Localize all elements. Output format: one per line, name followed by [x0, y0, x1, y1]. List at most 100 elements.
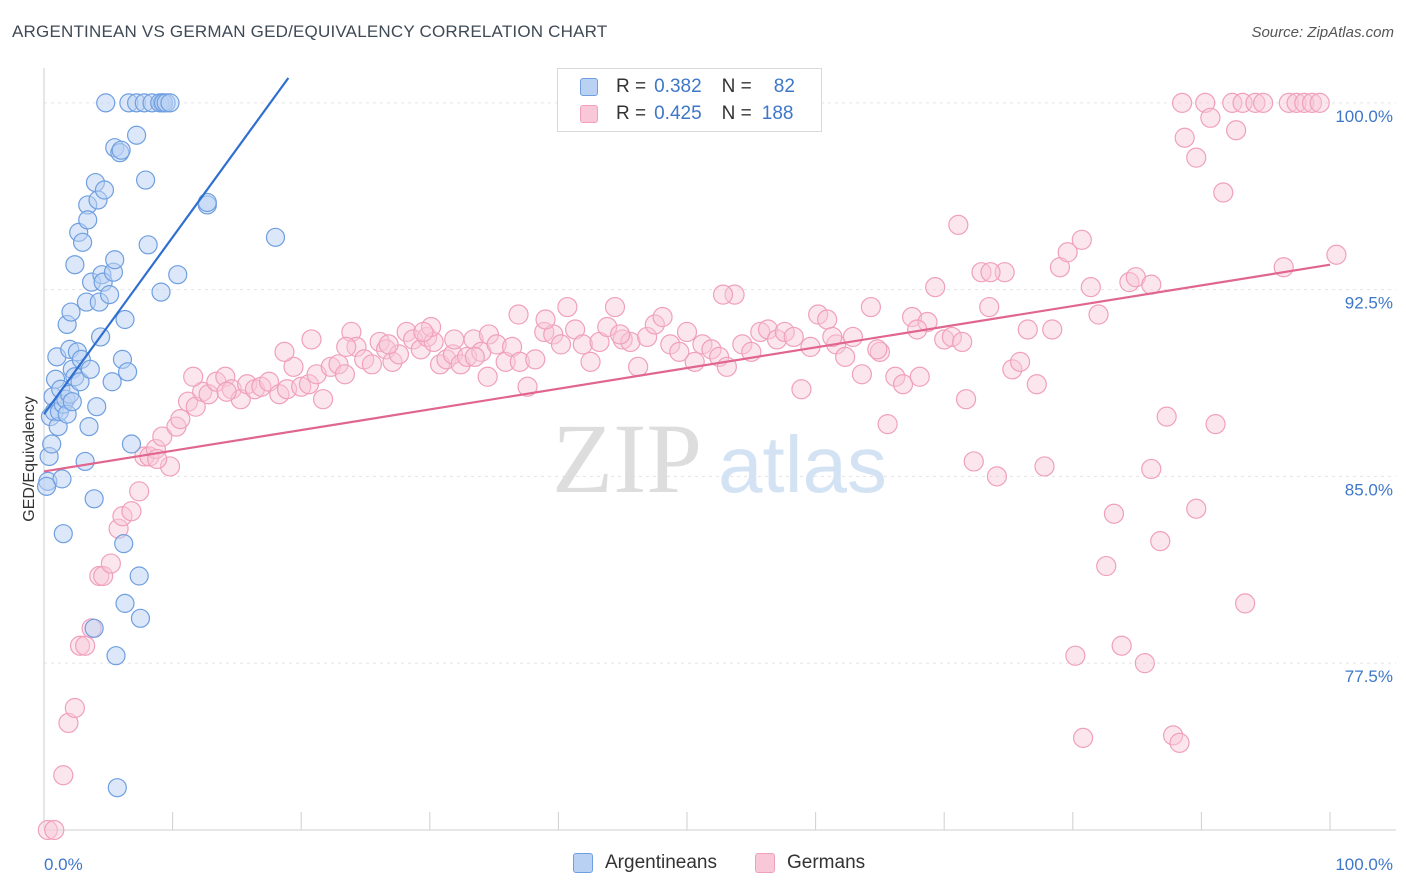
german-point [1042, 319, 1063, 340]
x-tick-label: 100.0% [1335, 855, 1393, 874]
german-point [610, 324, 631, 345]
german-point [58, 712, 79, 734]
german-point [1065, 645, 1086, 666]
german-point [766, 329, 788, 350]
german-point [464, 346, 485, 367]
german-point [1080, 277, 1101, 298]
argentinean-point [62, 392, 82, 412]
argentinean-point [87, 397, 107, 417]
german-point [1009, 351, 1031, 372]
german-point [1186, 147, 1207, 168]
german-point [64, 697, 85, 719]
german-point [1169, 732, 1190, 753]
german-point [963, 451, 984, 472]
german-point [1172, 92, 1193, 113]
watermark-atlas: atlas [718, 420, 887, 509]
argentinean-point [197, 192, 217, 213]
stats-legend: R = 0.382 N = 82 R = 0.425 N = 188 [557, 68, 822, 132]
argentinean-point [79, 416, 99, 437]
german-point [334, 364, 356, 385]
legend-r-label: R = [616, 76, 647, 97]
legend-n-value: 82 [773, 76, 795, 97]
german-point [724, 284, 745, 305]
legend-swatch-argentinean [580, 78, 598, 96]
argentinean-point [65, 255, 85, 275]
german-point [994, 262, 1015, 283]
bottom-legend-label: Germans [787, 852, 866, 873]
german-point [152, 426, 173, 447]
german-point [478, 324, 500, 345]
german-point [597, 316, 618, 338]
german-point [1017, 319, 1038, 340]
bottom-legend-label: Argentineans [605, 852, 717, 873]
german-point [1103, 503, 1125, 524]
german-point [1134, 653, 1155, 674]
argentinean-point [129, 566, 149, 586]
german-point [413, 321, 434, 343]
german-point [535, 309, 556, 330]
bottom-legend-argentineans: Argentineans [573, 852, 717, 874]
watermark: ZIP atlas [552, 403, 887, 514]
trend-layer [43, 77, 1331, 473]
legend-row-german: R = 0.425 N = 188 [558, 102, 793, 126]
y-axis-label: GED/Equivalency [21, 396, 38, 521]
argentinean-point [96, 93, 116, 113]
german-point [1235, 593, 1256, 614]
german-point [291, 376, 312, 397]
german-point [1222, 92, 1243, 113]
german-point [525, 349, 546, 370]
german-point [980, 262, 1001, 283]
argentinean-point [105, 250, 125, 270]
german-point [283, 356, 304, 377]
german-point [669, 341, 690, 362]
argentinean-point [84, 489, 104, 509]
german-point [341, 321, 362, 343]
german-point [1002, 359, 1023, 380]
argentinean-point [80, 359, 100, 379]
watermark-zip: ZIP [552, 403, 702, 514]
german-point [676, 321, 698, 343]
german-point [842, 326, 863, 348]
german-point [941, 326, 963, 348]
german-point [129, 481, 150, 502]
german-point [274, 341, 295, 362]
german-point [652, 306, 673, 328]
german-point [198, 384, 219, 405]
german-points [37, 92, 1347, 841]
german-point [628, 356, 649, 377]
bottom-legend-germans: Germans [755, 852, 865, 874]
german-point [750, 321, 771, 343]
argentinean-point [94, 180, 115, 200]
legend-r-label: R = [616, 103, 647, 124]
german-point [909, 366, 930, 387]
german-point [410, 339, 431, 360]
german-point [550, 334, 572, 355]
german-point [346, 336, 367, 358]
german-point [1026, 374, 1047, 395]
german-point [620, 331, 641, 353]
german-point [869, 341, 891, 362]
german-point [580, 351, 601, 372]
german-point [1278, 92, 1299, 113]
german-point [925, 277, 946, 298]
german-point [509, 351, 530, 372]
argentinean-point [160, 93, 180, 113]
german-point [791, 379, 812, 400]
german-point [37, 819, 58, 841]
argentinean-point [78, 210, 98, 230]
argentinean-point [115, 309, 135, 330]
argentinean-point [111, 140, 131, 160]
german-point [885, 366, 906, 387]
german-point [986, 466, 1008, 487]
german-point [1071, 229, 1092, 250]
german-point [1245, 92, 1266, 113]
y-tick-label: 85.0% [1345, 480, 1393, 499]
german-point [1141, 458, 1162, 480]
german-point [100, 553, 121, 574]
argentinean-point [126, 125, 147, 145]
argentinean-point [106, 646, 126, 666]
german-point [1294, 92, 1315, 113]
german-point [185, 396, 206, 417]
tick-layer: 77.5% 85.0% 92.5% 100.0% 0.0% 100.0% [44, 107, 1393, 874]
